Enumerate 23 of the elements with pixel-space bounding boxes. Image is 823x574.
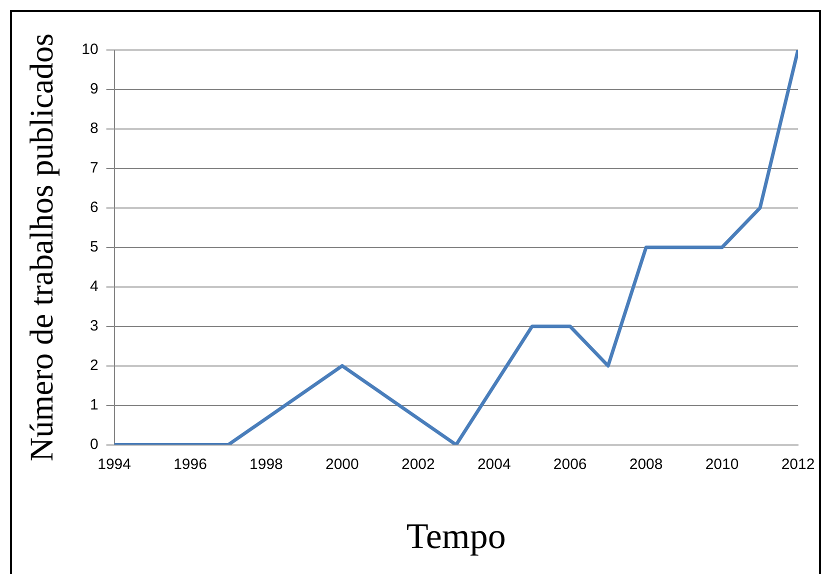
y-tick-label: 4 bbox=[90, 278, 98, 296]
y-tick-label: 6 bbox=[90, 199, 98, 216]
y-tick-label: 1 bbox=[90, 396, 98, 414]
y-tick-label: 0 bbox=[90, 436, 98, 453]
y-tick-label: 5 bbox=[90, 238, 98, 256]
y-tick-label: 2 bbox=[90, 356, 98, 374]
x-tick-label: 2012 bbox=[781, 456, 815, 473]
y-tick-label: 10 bbox=[82, 41, 98, 58]
y-axis-title: Número de trabalhos publicados bbox=[24, 33, 60, 462]
x-tick-label: 1994 bbox=[98, 456, 131, 473]
y-tick-label: 9 bbox=[90, 80, 98, 98]
x-tick-label: 2008 bbox=[629, 456, 663, 473]
x-tick-label: 1996 bbox=[174, 456, 207, 473]
x-tick-label: 2000 bbox=[326, 456, 359, 473]
x-tick-label: 1998 bbox=[250, 456, 283, 473]
y-tick-label: 7 bbox=[90, 160, 98, 177]
x-tick-label: 2010 bbox=[705, 456, 739, 473]
x-tick-label: 2004 bbox=[477, 456, 511, 473]
x-axis-title: Tempo bbox=[406, 516, 506, 556]
y-tick-label: 8 bbox=[90, 120, 98, 138]
y-tick-label: 3 bbox=[90, 318, 98, 334]
x-tick-label: 2002 bbox=[401, 456, 435, 473]
x-tick-label: 2006 bbox=[553, 456, 587, 473]
